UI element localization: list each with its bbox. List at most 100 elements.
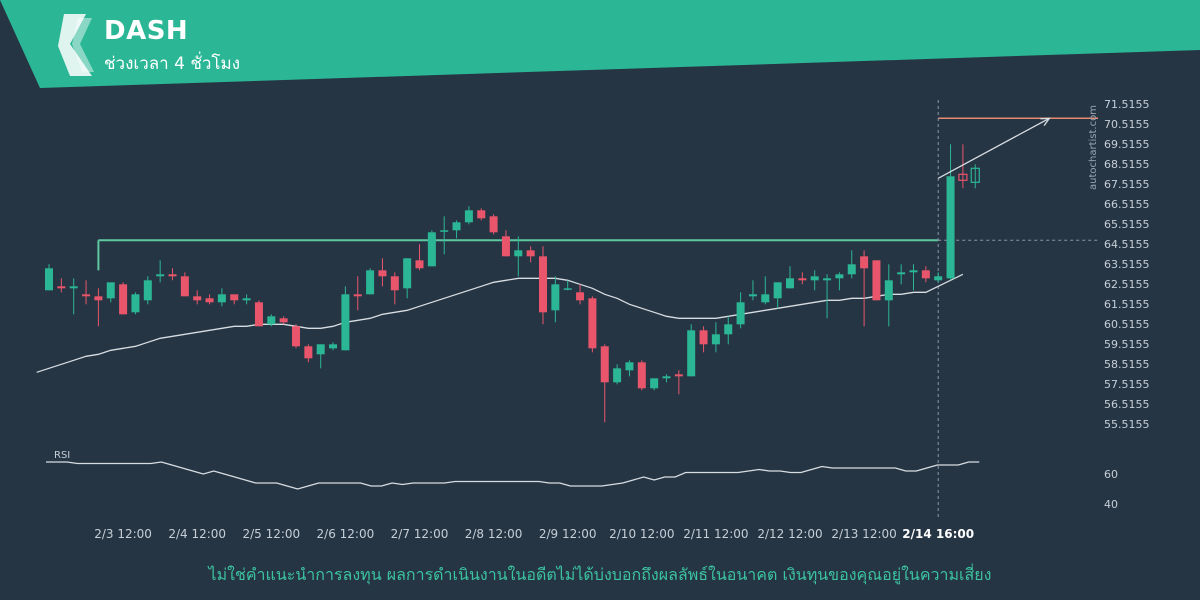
price-tick-label: 57.5155 <box>1104 378 1150 391</box>
candle-body <box>304 346 313 359</box>
candle-body <box>366 270 375 295</box>
candle-body <box>180 276 189 297</box>
candle-body <box>440 230 449 232</box>
candle-body <box>242 298 251 301</box>
candle-body <box>724 324 733 335</box>
forecast-arrow-line <box>937 117 1050 179</box>
candle-body <box>378 270 387 277</box>
rsi-tick-label: 60 <box>1104 468 1118 481</box>
price-tick-label: 69.5155 <box>1104 138 1150 151</box>
rsi-tick-label: 40 <box>1104 498 1118 511</box>
disclaimer-text: ไม่ใช่คำแนะนำการลงทุน ผลการดำเนินงานในอด… <box>208 565 992 584</box>
candle-body <box>970 167 980 183</box>
candle-body <box>872 260 881 301</box>
candle-body <box>119 284 128 315</box>
candle-body <box>662 376 671 379</box>
time-tick-label: 2/4 12:00 <box>168 527 226 541</box>
candle-body <box>57 286 66 289</box>
candle-body <box>514 250 523 257</box>
forecast-arrow-head <box>1040 117 1051 126</box>
moving-average-line <box>36 273 964 373</box>
candle-body <box>798 278 807 281</box>
rsi-label: RSI <box>54 450 70 461</box>
candle-body <box>45 268 53 291</box>
price-tick-label: 55.5155 <box>1104 418 1150 431</box>
candle-body <box>254 302 263 327</box>
candle-body <box>501 236 510 257</box>
candle-body <box>613 368 622 383</box>
candle-body <box>711 334 720 345</box>
time-tick-label: 2/7 12:00 <box>391 527 449 541</box>
candle-body <box>884 280 893 301</box>
price-tick-label: 71.5155 <box>1104 98 1150 111</box>
candle-body <box>143 280 152 301</box>
candle-body <box>329 344 338 349</box>
candle-body <box>106 282 115 299</box>
price-tick-label: 61.5155 <box>1104 298 1150 311</box>
candle-body <box>909 270 918 273</box>
candle-body <box>625 362 634 371</box>
candle-body <box>637 362 646 389</box>
price-tick-label: 58.5155 <box>1104 358 1150 371</box>
price-tick-label: 60.5155 <box>1104 318 1150 331</box>
price-tick-label: 65.5155 <box>1104 218 1150 231</box>
candle-body <box>687 330 696 377</box>
candle-body <box>230 294 239 301</box>
price-tick-label: 63.5155 <box>1104 258 1150 271</box>
candle-body <box>292 326 300 347</box>
price-tick-label: 56.5155 <box>1104 398 1150 411</box>
candle-body <box>353 294 362 297</box>
time-tick-label: 2/8 12:00 <box>465 527 523 541</box>
header-banner <box>0 0 1200 88</box>
candle-body <box>600 346 609 383</box>
time-tick-label: 2/11 12:00 <box>683 527 748 541</box>
candle-body <box>267 316 276 325</box>
candle-body <box>699 330 708 345</box>
candle-body <box>341 294 350 351</box>
candle-body <box>403 258 412 289</box>
autochartist-logo-icon <box>58 14 94 76</box>
candle-body <box>860 256 869 269</box>
price-tick-label: 59.5155 <box>1104 338 1150 351</box>
candle-body <box>773 282 782 299</box>
candle-body <box>674 374 683 377</box>
time-tick-label: 2/5 12:00 <box>242 527 300 541</box>
candle-body <box>576 292 585 301</box>
candle-body <box>427 232 436 267</box>
candle-body <box>217 294 226 303</box>
time-tick-label: 2/10 12:00 <box>609 527 674 541</box>
candle-body <box>390 276 399 291</box>
price-chart: 71.5155 70.5155 69.5155 68.5155 67.5155 66.51… <box>36 98 1150 541</box>
candle-body <box>650 378 659 389</box>
candle-body <box>761 294 770 303</box>
price-tick-label: 67.5155 <box>1104 178 1150 191</box>
candle-body <box>316 344 325 355</box>
candle-body <box>835 274 844 279</box>
candle-body <box>748 294 757 297</box>
candle-body <box>823 278 832 281</box>
candle-body <box>946 176 955 279</box>
candle-body <box>193 296 202 301</box>
time-tick-label: 2/12 12:00 <box>757 527 822 541</box>
timeframe-label: ช่วงเวลา 4 ชั่วโมง <box>104 54 241 74</box>
candle-body <box>131 294 140 313</box>
candle-body <box>736 302 745 325</box>
candle-body <box>526 250 535 257</box>
watermark-text: autochartist.com <box>1088 105 1099 190</box>
candle-body <box>847 264 856 275</box>
candle-body <box>897 272 906 275</box>
candle-body <box>958 173 968 181</box>
candle-body <box>82 294 91 297</box>
candle-body <box>477 210 486 219</box>
candle-body <box>539 256 547 313</box>
candle-body <box>786 278 794 289</box>
candle-body <box>921 270 930 279</box>
candle-body <box>205 298 214 303</box>
instrument-symbol: DASH <box>104 16 189 46</box>
candle-body <box>588 298 597 349</box>
price-tick-label: 70.5155 <box>1104 118 1150 131</box>
candle-body <box>563 288 572 290</box>
time-tick-label: 2/3 12:00 <box>94 527 152 541</box>
candle-body <box>69 286 78 289</box>
candle-body <box>279 318 288 323</box>
